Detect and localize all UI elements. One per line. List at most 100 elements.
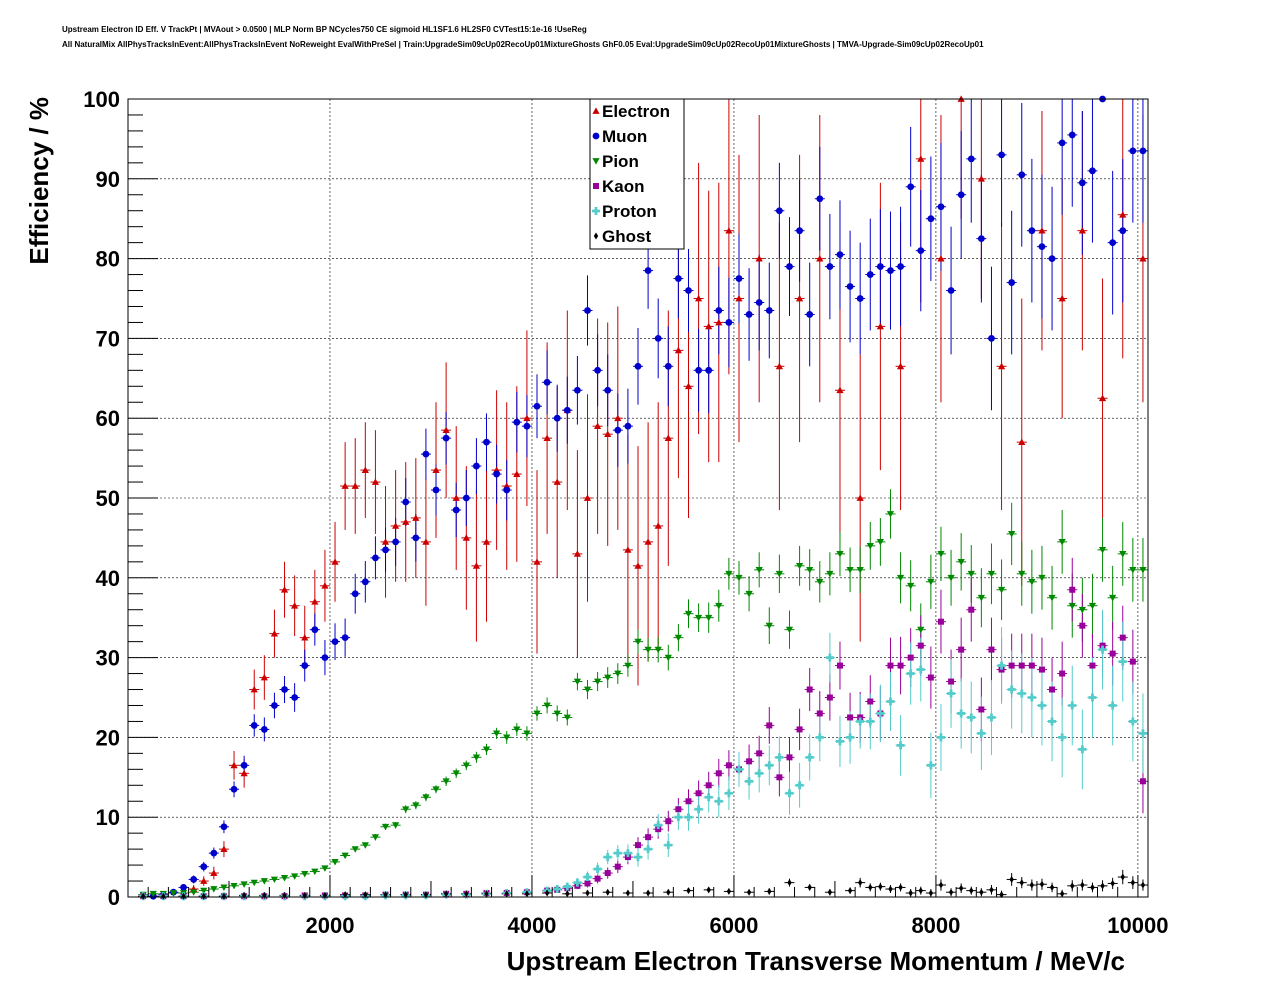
muon-data-point [503, 486, 511, 494]
electron-data-point [392, 522, 400, 529]
kaon-data-point [1018, 662, 1025, 669]
proton-data-point [1068, 701, 1077, 710]
electron-data-point [482, 538, 491, 545]
proton-data-point [674, 813, 683, 822]
x-tick-label: 8000 [911, 913, 960, 938]
ghost-data-point [686, 887, 691, 895]
x-tick-label: 2000 [306, 913, 355, 938]
legend: Electron Muon Pion Kaon Proton Ghost [589, 98, 685, 250]
ghost-data-point [1110, 879, 1115, 887]
kaon-data-point [766, 722, 773, 729]
muon-data-point [685, 287, 692, 294]
electron-data-point [553, 478, 561, 485]
pion-data-point [866, 543, 874, 550]
electron-data-point [432, 466, 440, 473]
pion-data-point [321, 865, 329, 872]
axis-ticks [128, 98, 1139, 898]
proton-data-point [1088, 693, 1097, 702]
electron-data-point [381, 538, 390, 545]
pion-data-point [715, 602, 723, 610]
electron-data-point [462, 534, 470, 541]
chart-title-line-2: All NaturalMix AllPhysTracksInEvent:AllP… [62, 40, 984, 49]
muon-data-point [876, 263, 884, 270]
kaon-data-point [1028, 662, 1035, 669]
muon-data-point [654, 335, 662, 342]
pion-data-point [351, 846, 359, 853]
pion-data-point [1058, 539, 1066, 546]
y-tick-label: 30 [96, 646, 120, 671]
proton-data-point [563, 882, 572, 891]
ghost-data-point [918, 887, 923, 895]
proton-data-point [977, 729, 986, 738]
electron-data-point [1119, 211, 1127, 218]
ghost-data-point [787, 879, 792, 887]
kaon-data-point [917, 642, 924, 649]
kaon-data-point [978, 706, 985, 713]
muon-data-point [927, 215, 935, 223]
muon-data-point [1119, 227, 1127, 235]
proton-data-point [684, 813, 693, 822]
legend-marker-ghost [593, 232, 599, 240]
pion-data-point [1109, 594, 1117, 602]
electron-data-point [594, 422, 602, 430]
ghost-data-point [181, 892, 186, 900]
pion-data-point [795, 562, 804, 570]
electron-data-point [604, 430, 612, 438]
electron-data-point [977, 175, 985, 182]
ghost-data-point [241, 891, 247, 899]
pion-data-point [624, 662, 632, 670]
proton-data-point [876, 709, 885, 718]
y-tick-label: 10 [96, 805, 120, 830]
muon-data-point [786, 263, 793, 270]
muon-data-point [513, 418, 521, 426]
muon-data-point [674, 275, 682, 282]
muon-data-point [1018, 171, 1026, 179]
proton-data-point [1118, 657, 1127, 666]
proton-data-point [1017, 689, 1026, 698]
y-tick-label: 20 [96, 725, 120, 750]
pion-data-point [513, 726, 521, 734]
pion-data-point [694, 614, 703, 622]
kaon-data-point [594, 875, 601, 882]
pion-data-point [240, 881, 248, 888]
kaon-data-point [1049, 686, 1056, 693]
ghost-data-point [666, 888, 671, 896]
muon-data-point [483, 438, 490, 446]
muon-data-point [271, 702, 278, 709]
muon-data-point [331, 638, 339, 646]
muon-data-point [765, 307, 773, 314]
electron-data-point [523, 414, 531, 422]
legend-label-electron: Electron [602, 102, 670, 121]
muon-data-point [210, 849, 218, 857]
pion-data-point [361, 842, 369, 849]
muon-data-point [897, 263, 904, 270]
legend-box [589, 98, 685, 250]
muon-data-point [200, 863, 208, 871]
muon-data-point [462, 494, 470, 502]
kaon-data-point [715, 770, 722, 777]
ghost-data-point [605, 888, 610, 896]
y-tick-label: 80 [96, 247, 120, 272]
ghost-data-point [464, 890, 469, 898]
proton-data-point [957, 709, 966, 718]
muon-data-point [412, 534, 420, 542]
muon-data-point [260, 726, 268, 733]
ghost-data-point [443, 890, 449, 898]
electron-data-point [1058, 294, 1066, 302]
proton-data-point [1098, 645, 1107, 654]
muon-data-point [382, 546, 389, 554]
kaon-data-point [786, 754, 793, 761]
pion-data-point [1119, 550, 1127, 558]
pion-data-point [907, 582, 915, 590]
ghost-data-point [423, 891, 429, 899]
pion-data-point [725, 570, 733, 578]
muon-data-point [856, 295, 864, 302]
muon-data-point [230, 785, 238, 793]
legend-marker-pion [592, 158, 600, 165]
electron-data-point [775, 362, 783, 370]
muon-data-point [533, 402, 541, 410]
ghost-data-point [140, 892, 146, 900]
pion-data-point [684, 610, 693, 618]
proton-data-point [664, 841, 673, 850]
muon-data-point [563, 406, 571, 414]
